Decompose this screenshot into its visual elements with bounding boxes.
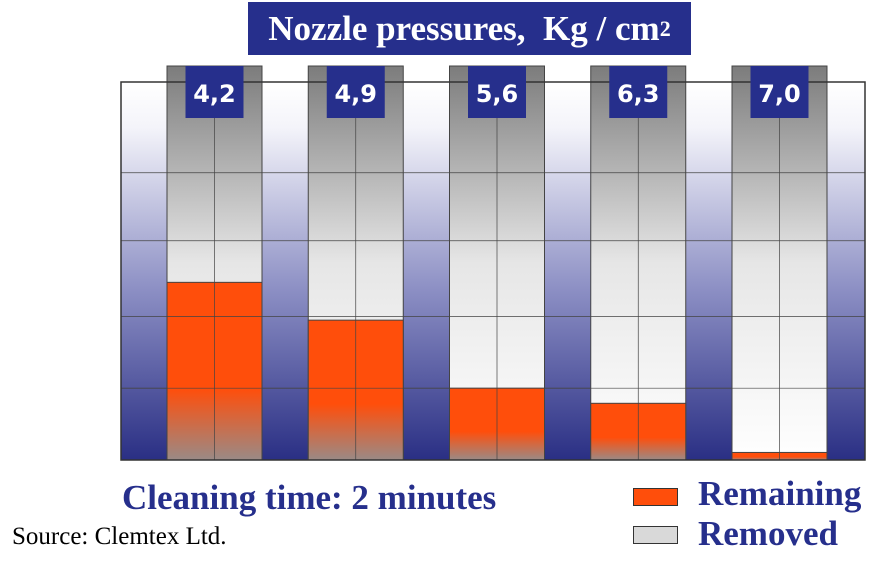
category-label-4,2: 4,2 [193, 80, 236, 108]
chart-title-text: Nozzle pressures, Kg / cm [268, 8, 660, 48]
legend-removed-swatch [633, 526, 678, 544]
bars-group [166, 65, 828, 461]
chart-title: Nozzle pressures, Kg / cm 2 [248, 2, 691, 55]
stacked-bar-chart: 4,2 4,9 5,6 6,3 7,0 [120, 65, 866, 461]
category-labels-group: 4,2 4,9 5,6 6,3 7,0 [185, 66, 809, 118]
category-label-box-7,0 [750, 66, 809, 118]
category-label-6,3: 6,3 [617, 80, 660, 108]
chart-title-superscript: 2 [659, 15, 671, 41]
legend-remaining-swatch [633, 488, 678, 506]
category-label-4,9: 4,9 [334, 80, 377, 108]
category-label-box-4,9 [326, 66, 385, 118]
category-label-box-5,6 [468, 66, 526, 118]
legend-remaining-label: Remaining [698, 474, 862, 513]
category-label-box-6,3 [609, 66, 668, 118]
legend-removed-label: Removed [698, 514, 838, 553]
category-label-5,6: 5,6 [476, 80, 519, 108]
source-note: Source: Clemtex Ltd. [12, 523, 227, 550]
category-label-7,0: 7,0 [758, 80, 801, 108]
cleaning-time-caption: Cleaning time: 2 minutes [122, 478, 497, 517]
category-label-box-4,2 [185, 66, 244, 118]
